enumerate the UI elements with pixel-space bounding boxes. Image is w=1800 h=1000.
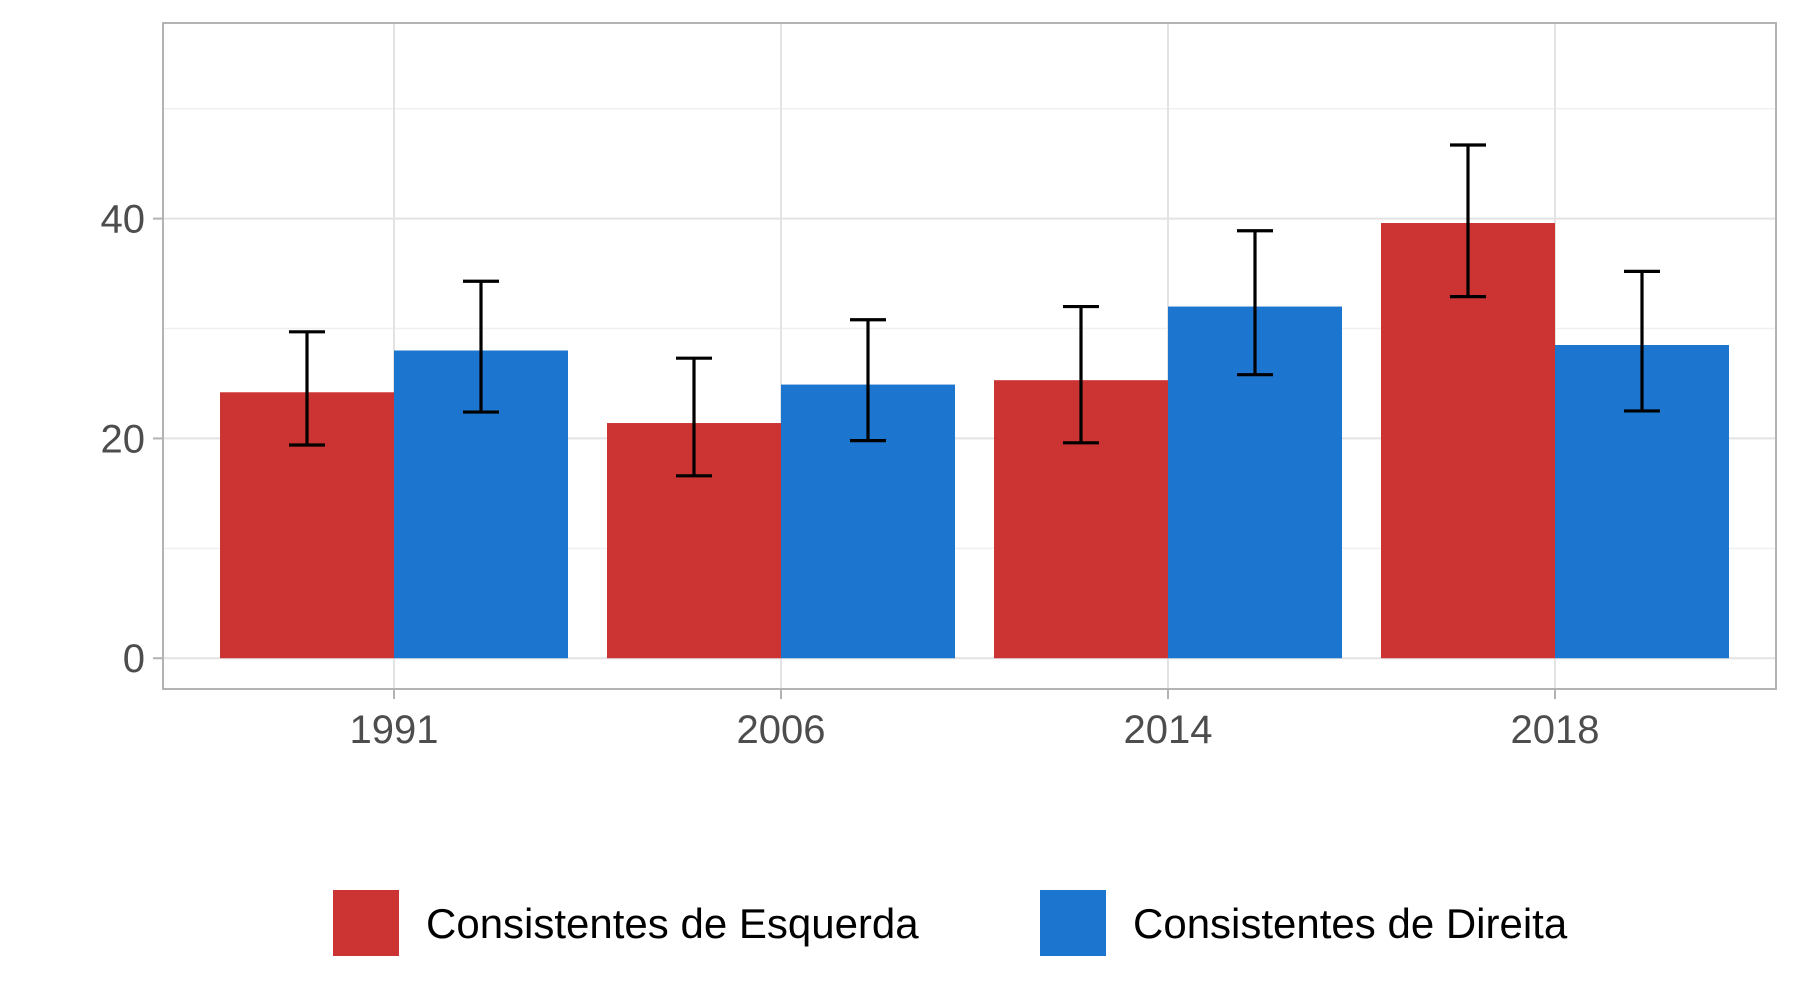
legend: Consistentes de Esquerda Consistentes de … — [333, 890, 1568, 956]
axes: 0 20 40 1991 2006 2014 2018 — [101, 198, 1600, 752]
error-bar — [289, 330, 325, 447]
error-bar — [676, 356, 712, 478]
error-bar — [1237, 229, 1273, 377]
legend-key — [1040, 890, 1106, 956]
error-bar — [850, 318, 886, 443]
error-bar — [1624, 269, 1660, 413]
legend-label: Consistentes de Esquerda — [426, 900, 919, 947]
x-tick-label: 2014 — [1124, 708, 1213, 752]
x-tick-label: 2006 — [737, 708, 826, 752]
bars — [220, 223, 1729, 659]
y-tick-label: 40 — [101, 198, 146, 242]
legend-item: Consistentes de Esquerda — [333, 890, 919, 956]
x-tick-label: 1991 — [350, 708, 439, 752]
legend-key — [333, 890, 399, 956]
error-bars — [289, 143, 1660, 478]
error-bar — [463, 279, 499, 414]
legend-label: Consistentes de Direita — [1133, 900, 1568, 947]
error-bar — [1450, 143, 1486, 299]
y-tick-label: 0 — [123, 637, 145, 681]
legend-item: Consistentes de Direita — [1040, 890, 1568, 956]
x-tick-label: 2018 — [1511, 708, 1600, 752]
y-tick-label: 20 — [101, 417, 146, 461]
panel-border — [162, 22, 1777, 690]
error-bar — [1063, 304, 1099, 445]
